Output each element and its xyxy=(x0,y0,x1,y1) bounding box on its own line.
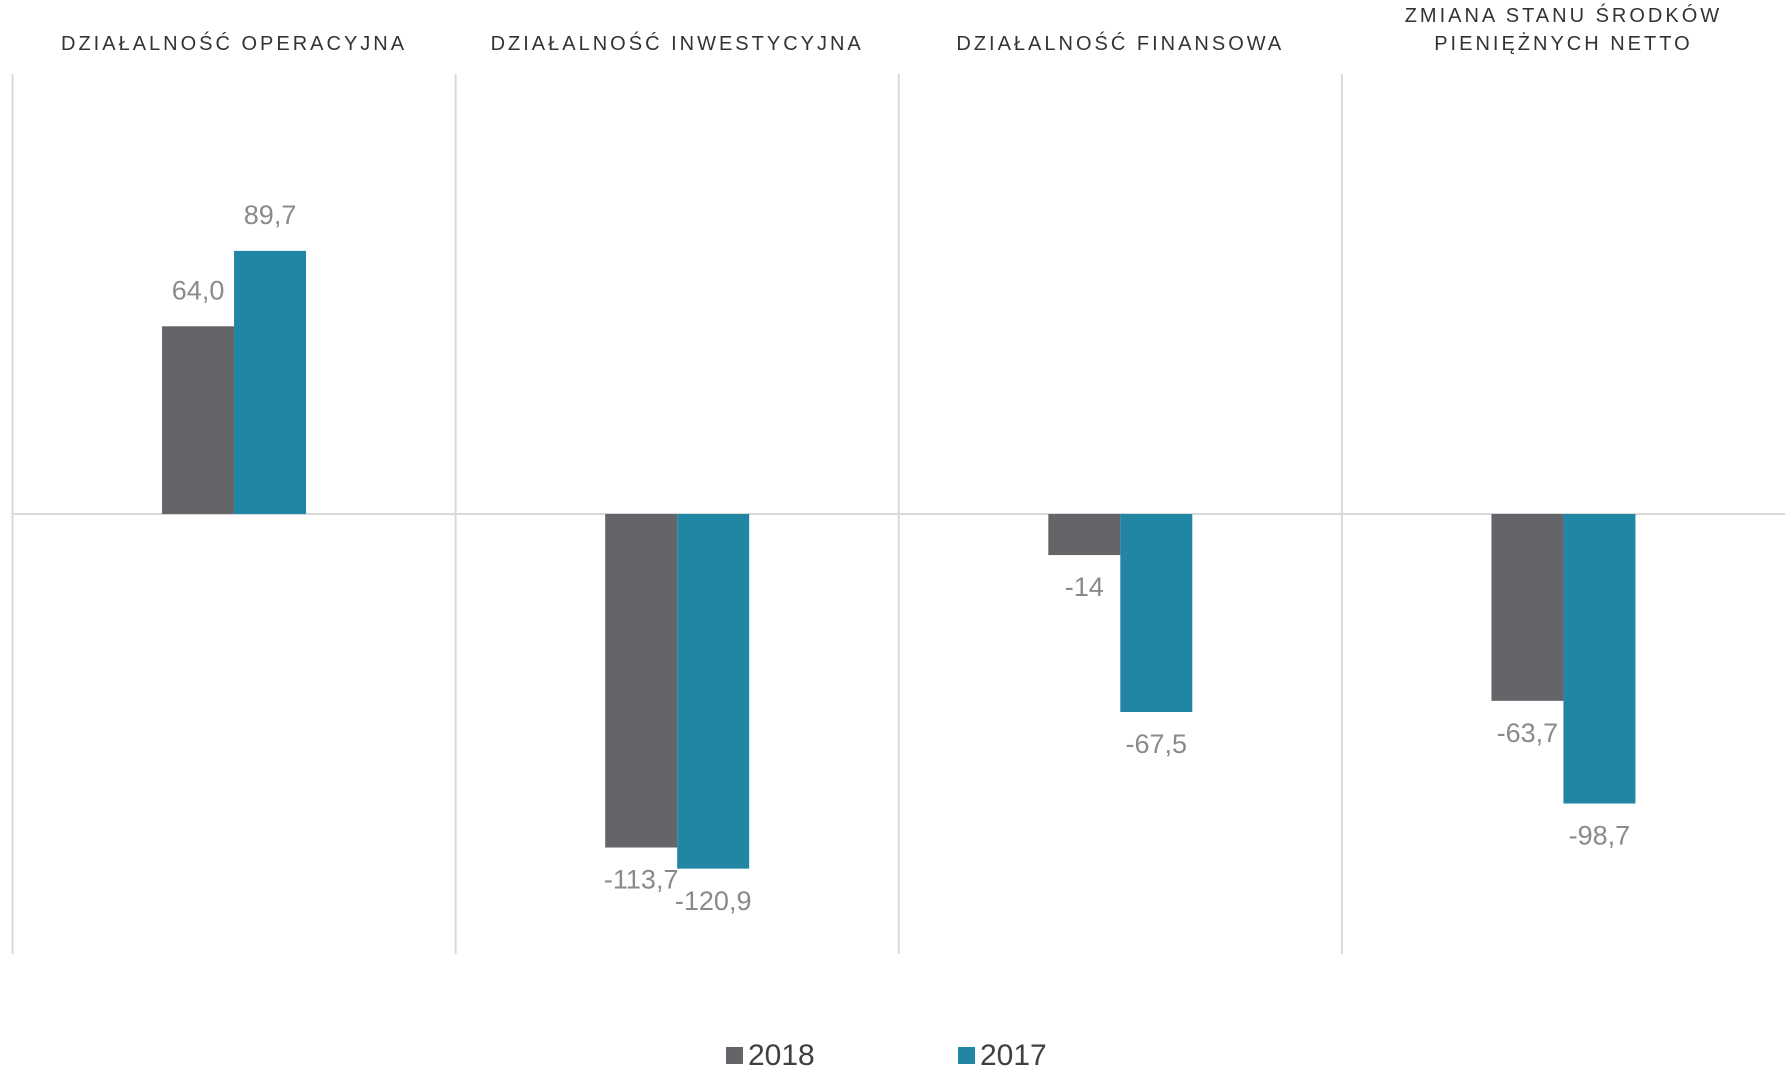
legend-label: 2018 xyxy=(748,1039,815,1071)
value-label: -63,7 xyxy=(1497,718,1559,748)
bar xyxy=(605,514,678,848)
value-label: -113,7 xyxy=(604,865,679,895)
category-label: DZIAŁALNOŚĆ INWESTYCYJNA xyxy=(490,33,864,55)
category-label: DZIAŁALNOŚĆ FINANSOWA xyxy=(956,33,1285,55)
value-label: -98,7 xyxy=(1569,821,1631,851)
value-label: -120,9 xyxy=(675,886,752,916)
bar xyxy=(1120,514,1193,712)
bar xyxy=(677,514,750,869)
category-label: DZIAŁALNOŚĆ OPERACYJNA xyxy=(61,33,408,55)
category-label: ZMIANA STANU ŚRODKÓW PIENIĘŻNYCH NETTO xyxy=(1404,5,1723,55)
bar xyxy=(1491,514,1564,701)
bar xyxy=(162,326,235,514)
bar xyxy=(1048,514,1121,556)
value-label: 89,7 xyxy=(244,200,297,230)
legend-swatch xyxy=(958,1047,975,1064)
bar xyxy=(1563,514,1636,804)
value-label: 64,0 xyxy=(172,275,225,305)
value-label: -14 xyxy=(1065,572,1104,602)
value-label: -67,5 xyxy=(1126,729,1188,759)
legend-label: 2017 xyxy=(980,1039,1047,1071)
bar xyxy=(234,250,307,514)
legend-swatch xyxy=(726,1047,743,1064)
